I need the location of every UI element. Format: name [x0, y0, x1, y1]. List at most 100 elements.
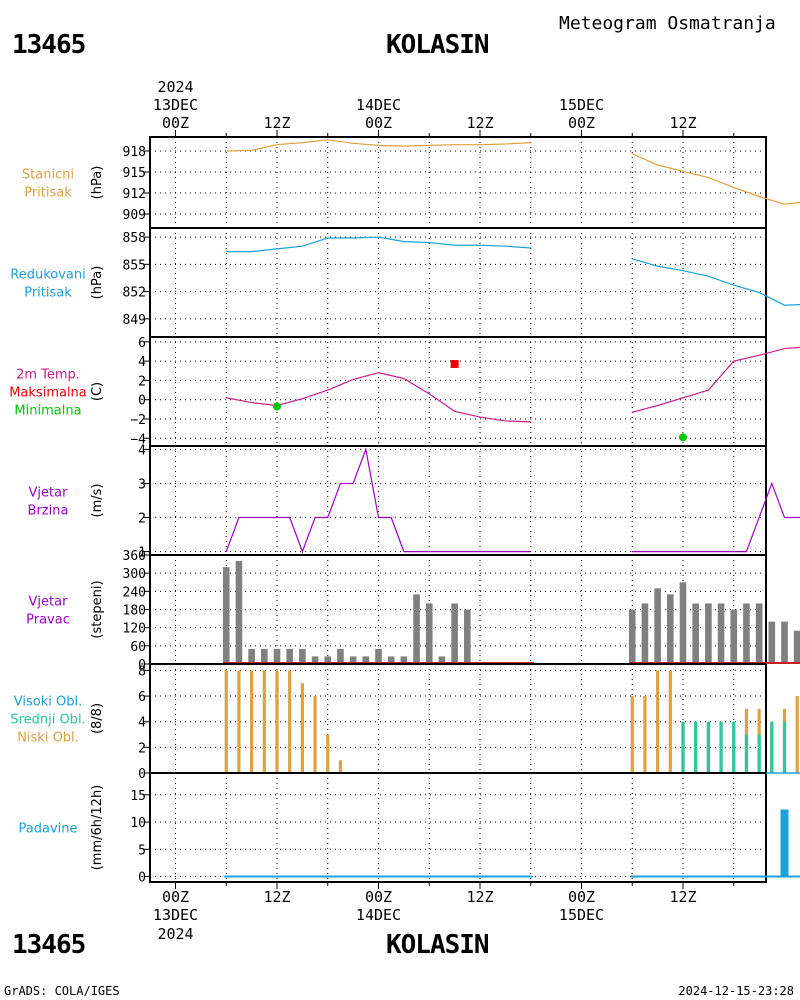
- y-tick-label: 2: [138, 741, 146, 756]
- wind-dir-bar: [311, 656, 319, 664]
- panel-label: Pravac: [26, 613, 70, 628]
- precip-bar: [780, 809, 789, 877]
- station-name-bottom: KOLASIN: [386, 930, 490, 960]
- y-tick-label: 4: [138, 716, 146, 731]
- cloud-bar: [744, 734, 749, 773]
- credit-label: GrADS: COLA/IGES: [4, 984, 120, 998]
- hour-label-bottom: 12Z: [466, 888, 493, 906]
- wind-dir-bar: [679, 582, 687, 664]
- wind-dir-bar: [464, 609, 471, 664]
- wind-dir-bar: [641, 603, 649, 664]
- min-temp-point: [273, 402, 281, 411]
- hour-label-top: 00Z: [365, 114, 392, 132]
- wind-dir-bar: [438, 656, 446, 664]
- max-temp-point: [450, 360, 459, 369]
- series-line: [225, 447, 531, 554]
- cloud-bar: [262, 670, 266, 773]
- panel-unit: (m/s): [90, 484, 105, 518]
- y-tick-label: 4: [138, 443, 146, 458]
- cloud-bar: [288, 670, 292, 773]
- temperature-panel: [144, 336, 800, 446]
- wind-dir-bar: [705, 603, 712, 664]
- cloud-bar: [224, 670, 228, 773]
- wind-dir-bar: [349, 656, 357, 664]
- y-tick-label: 852: [123, 286, 146, 301]
- day-label-bottom: 13DEC: [153, 906, 198, 924]
- reduced-pressure-panel: [144, 227, 800, 337]
- hour-label-bottom: 00Z: [365, 888, 392, 906]
- cloud-bar: [706, 721, 710, 773]
- cloud-bar: [757, 734, 761, 773]
- station-id-bottom: 13465: [12, 930, 86, 960]
- hour-label-top: 00Z: [162, 114, 189, 132]
- series-line: [632, 153, 800, 205]
- cloud-bar: [326, 734, 330, 773]
- wind-dir-bar: [667, 594, 674, 664]
- panel-unit: (hPa): [90, 266, 105, 300]
- wind-dir-bar: [793, 630, 800, 664]
- cloud-bar: [630, 696, 634, 773]
- panel-label: Brzina: [28, 504, 69, 519]
- panel-unit: (stepeni): [90, 580, 105, 638]
- cloud-bar: [338, 760, 343, 773]
- wind-dir-bar: [273, 648, 281, 664]
- y-tick-label: −4: [130, 432, 146, 447]
- wind-dir-bar: [628, 609, 636, 664]
- wind-dir-bar: [425, 603, 433, 664]
- panel-label: Stanicni: [22, 168, 74, 183]
- wind-dir-bar: [324, 656, 332, 664]
- cloud-panel: [144, 663, 800, 774]
- wind-dir-bar: [337, 648, 344, 664]
- y-tick-label: 912: [123, 187, 146, 202]
- wind-dir-bar: [451, 603, 458, 664]
- precip-panel: [144, 772, 800, 882]
- cloud-bar: [656, 670, 660, 773]
- year-label-bottom: 2024: [157, 925, 193, 943]
- y-tick-label: 8: [138, 664, 146, 679]
- panel-label: Redukovani: [10, 268, 85, 283]
- hour-label-top: 12Z: [466, 114, 493, 132]
- wind-dir-bar: [781, 621, 788, 664]
- panel-label: Maksimalna: [9, 386, 87, 401]
- cloud-bar: [250, 670, 254, 773]
- y-tick-label: 909: [123, 208, 146, 223]
- wind-dir-bar: [261, 648, 268, 664]
- y-tick-label: 855: [123, 258, 146, 273]
- wind-dir-bar: [375, 648, 382, 664]
- wind-dir-bar: [755, 603, 763, 664]
- wind-dir-bar: [717, 603, 725, 664]
- day-label-top: 15DEC: [559, 96, 604, 114]
- hour-label-top: 00Z: [568, 114, 595, 132]
- cloud-bar: [313, 696, 317, 773]
- y-tick-label: 849: [123, 313, 146, 328]
- y-tick-label: 2: [138, 512, 146, 527]
- cloud-bar: [694, 721, 698, 773]
- series-line: [226, 139, 531, 152]
- panel-label: Pritisak: [24, 286, 72, 301]
- panel-label: Pritisak: [24, 186, 72, 201]
- plot-frame: [149, 136, 767, 883]
- y-tick-label: 15: [130, 789, 146, 804]
- series-line: [632, 258, 800, 306]
- cloud-bar: [770, 721, 774, 773]
- station-id-top: 13465: [12, 30, 86, 60]
- wind-dir-bar: [299, 648, 306, 664]
- y-tick-label: 2: [138, 374, 146, 389]
- panel-unit: (8/8): [90, 703, 105, 734]
- y-tick-label: 915: [123, 166, 146, 181]
- series-line: [632, 346, 800, 413]
- cloud-bar: [795, 696, 799, 773]
- wind-dir-bar: [743, 603, 750, 664]
- meteogram-title: Meteogram Osmatranja: [559, 13, 776, 34]
- series-line: [226, 236, 531, 253]
- y-tick-label: 0: [138, 394, 146, 409]
- hour-label-top: 12Z: [263, 114, 290, 132]
- cloud-bar: [643, 696, 647, 773]
- wind-dir-bar: [400, 656, 408, 664]
- y-tick-label: 858: [123, 231, 146, 246]
- panel-unit: (C): [90, 382, 105, 401]
- wind-speed-panel: [144, 445, 800, 555]
- cloud-bar: [681, 721, 685, 773]
- cloud-bar: [782, 721, 787, 773]
